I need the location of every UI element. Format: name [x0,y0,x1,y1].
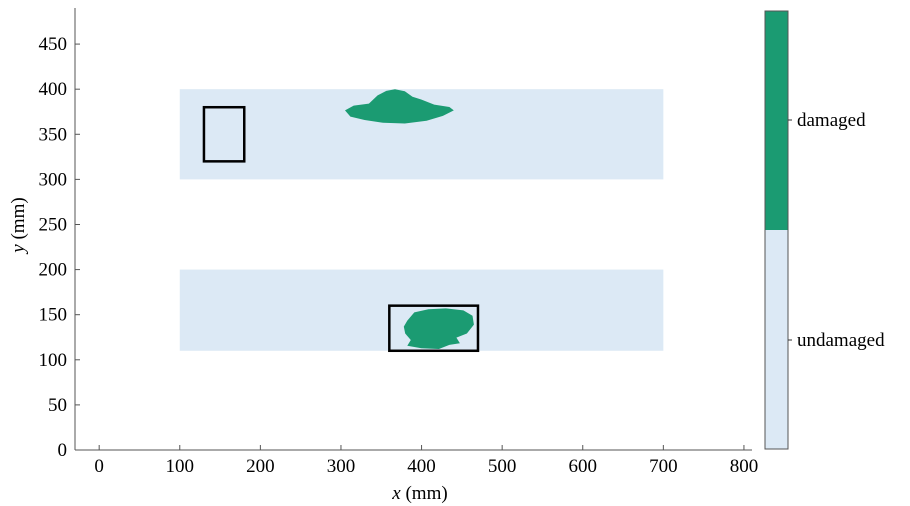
x-tick-label: 800 [730,456,759,477]
x-tick-label: 700 [649,456,678,477]
x-axis-ticks: 0 100 200 300 400 500 600 700 800 [94,445,758,477]
x-tick-label: 400 [407,456,436,477]
y-tick-label: 400 [39,79,68,100]
y-tick-label: 0 [58,440,68,461]
damage-layer [345,89,474,349]
y-tick-label: 250 [39,214,68,235]
x-tick-label: 500 [488,456,517,477]
y-tick-label: 150 [39,305,68,326]
colorbar-label-damaged: damaged [797,110,866,131]
upper-box-outline [202,105,246,163]
colorbar-damaged-segment [765,11,788,230]
colorbar-undamaged-segment [765,230,788,449]
colorbar-label-undamaged: undamaged [797,330,885,351]
y-tick-label: 300 [39,169,68,190]
x-tick-label: 300 [327,456,356,477]
outline-boxes-layer [202,105,480,353]
axes [74,8,752,451]
y-tick-label: 200 [39,260,68,281]
y-tick-label: 100 [39,350,68,371]
x-tick-label: 0 [94,456,104,477]
y-axis-ticks: 0 50 100 150 200 250 300 350 400 450 [39,34,80,461]
lower-box-outline [388,304,480,353]
y-axis-label: y (mm) [8,197,29,254]
x-tick-label: 200 [246,456,275,477]
y-tick-label: 50 [48,395,67,416]
x-tick-label: 100 [166,456,195,477]
x-tick-label: 600 [569,456,598,477]
colorbar: damaged undamaged [764,10,885,450]
y-tick-label: 350 [39,124,68,145]
y-tick-label: 450 [39,34,68,55]
upper-damage-patch [345,89,454,124]
lower-damage-patch [403,308,474,349]
x-axis-label: x (mm) [391,483,447,504]
colorbar-frame [764,10,789,450]
